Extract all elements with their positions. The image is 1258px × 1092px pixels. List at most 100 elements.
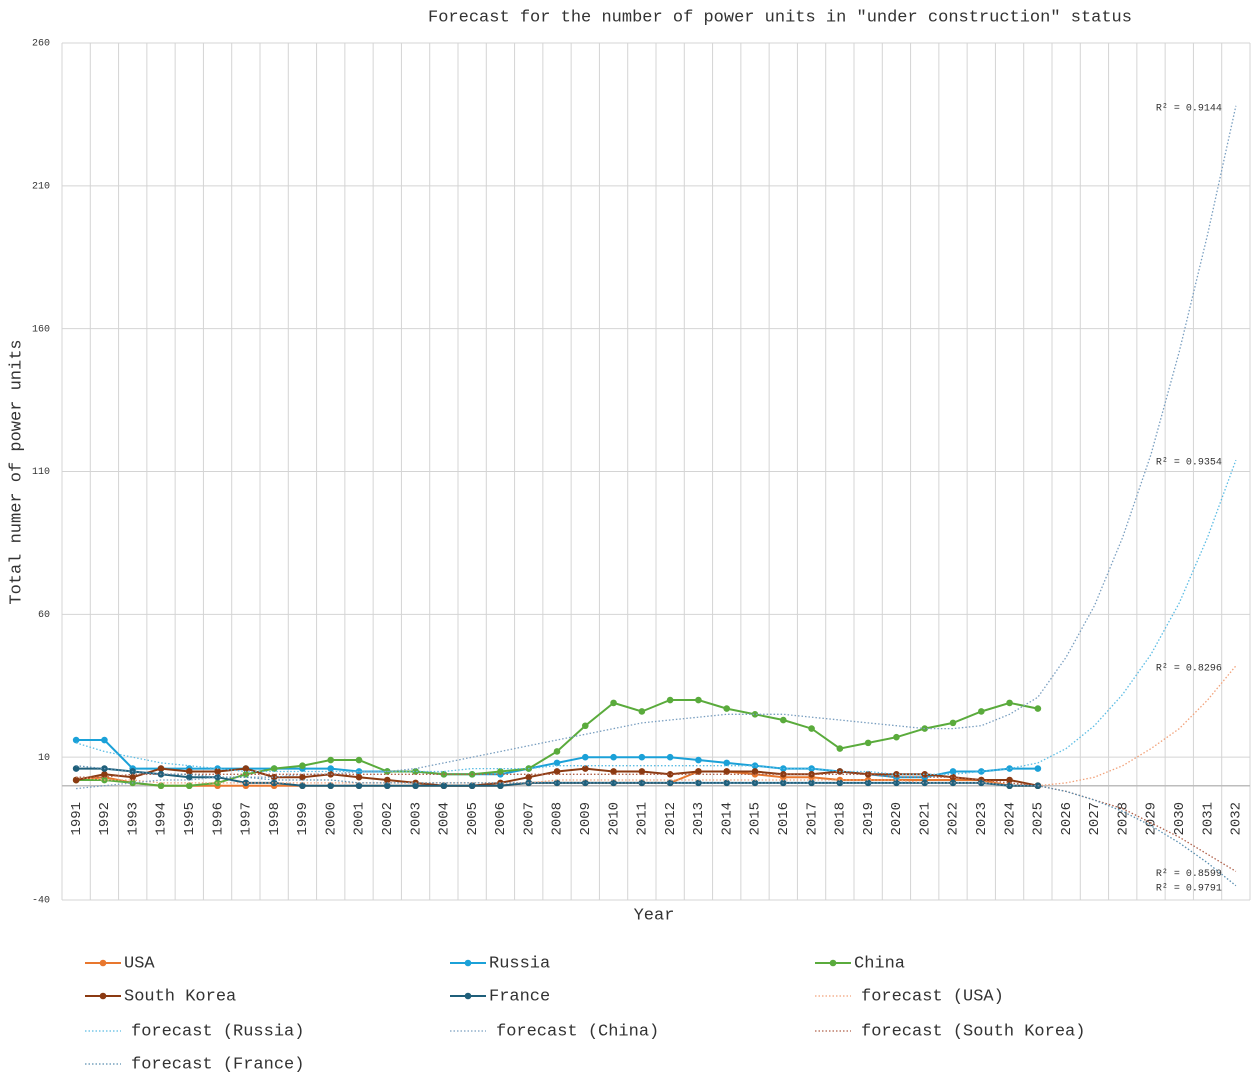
x-tick-label: 1997: [239, 802, 255, 836]
legend-label: Russia: [489, 954, 550, 973]
forecast-line: [76, 665, 1237, 787]
point: [185, 782, 193, 790]
point: [1006, 776, 1013, 784]
x-tick-label: 2010: [606, 802, 622, 836]
point: [695, 756, 702, 764]
point: [327, 756, 335, 764]
legend-marker: [99, 992, 107, 1000]
x-tick-label: 2008: [550, 802, 566, 836]
x-tick-label: 2014: [719, 802, 735, 836]
point: [299, 773, 306, 781]
point: [836, 779, 844, 787]
point: [214, 768, 221, 775]
point: [440, 782, 448, 790]
point: [468, 782, 476, 790]
point: [581, 722, 589, 730]
x-tick-label: 1994: [154, 802, 170, 836]
r2-annotation: R² = 0.9354: [1156, 458, 1222, 469]
point: [525, 773, 533, 781]
legend-label: forecast (USA): [861, 987, 1004, 1006]
legend-label: France: [489, 987, 550, 1006]
point: [383, 782, 391, 790]
x-tick-label: 2015: [748, 802, 764, 836]
point: [72, 736, 80, 744]
point: [921, 779, 929, 787]
x-tick-label: 2026: [1059, 802, 1075, 836]
point: [638, 768, 646, 775]
point: [610, 699, 617, 707]
r2-annotation: R² = 0.9791: [1156, 883, 1222, 894]
point: [553, 759, 561, 767]
forecast-line: [76, 773, 1237, 872]
point: [893, 779, 900, 787]
point: [214, 773, 221, 781]
x-tick-label: 2032: [1229, 802, 1245, 836]
point: [101, 771, 108, 778]
legend-label: China: [854, 954, 905, 973]
x-tick-label: 2028: [1115, 802, 1131, 836]
y-tick-label: 60: [38, 610, 50, 621]
point: [723, 759, 731, 767]
point: [695, 768, 702, 775]
y-tick-label: 210: [32, 181, 50, 192]
point: [610, 768, 617, 775]
x-tick-label: 2020: [889, 802, 905, 836]
x-tick-label: 2009: [578, 802, 594, 836]
point: [581, 779, 589, 787]
point: [977, 779, 985, 787]
x-tick-label: 2012: [663, 802, 679, 836]
point: [157, 782, 165, 790]
x-tick-label: 2002: [380, 802, 396, 836]
point: [299, 762, 306, 770]
point: [185, 773, 193, 781]
point: [751, 711, 759, 718]
x-tick-label: 2005: [465, 802, 481, 836]
r2-annotation: R² = 0.8599: [1156, 869, 1222, 880]
point: [327, 782, 335, 790]
point: [949, 773, 957, 781]
point: [893, 733, 900, 741]
legend-label: forecast (Russia): [131, 1022, 304, 1041]
point: [666, 779, 674, 787]
y-tick-label: 160: [32, 324, 50, 335]
x-tick-label: 1993: [125, 802, 141, 836]
point: [1034, 705, 1042, 712]
chart-title: Forecast for the number of power units i…: [428, 8, 1132, 27]
point: [412, 782, 419, 790]
x-tick-label: 1995: [182, 802, 198, 836]
x-tick-label: 2016: [776, 802, 792, 836]
point: [327, 765, 335, 772]
x-tick-label: 2018: [833, 802, 849, 836]
x-tick-label: 2022: [946, 802, 962, 836]
x-tick-label: 2011: [635, 802, 651, 836]
x-tick-label: 2006: [493, 802, 509, 836]
point: [242, 771, 250, 778]
x-tick-label: 2030: [1172, 802, 1188, 836]
point: [355, 782, 363, 790]
legend-label: forecast (France): [131, 1055, 304, 1074]
x-tick-label: 1991: [69, 802, 85, 836]
legend-marker: [464, 992, 472, 1000]
point: [553, 779, 561, 787]
point: [695, 696, 702, 704]
point: [638, 708, 646, 715]
point: [355, 773, 363, 781]
x-tick-label: 2000: [323, 802, 339, 836]
point: [1006, 782, 1013, 790]
forecast-line: [76, 105, 1237, 790]
point: [299, 782, 306, 790]
point: [977, 708, 985, 715]
point: [185, 768, 193, 775]
forecast-line: [76, 765, 1237, 887]
x-tick-label: 2029: [1144, 802, 1160, 836]
y-tick-label: 260: [32, 39, 50, 50]
point: [553, 748, 561, 755]
x-tick-label: 2025: [1031, 802, 1047, 836]
point: [327, 771, 335, 778]
x-tick-label: 2027: [1087, 802, 1103, 836]
point: [779, 765, 787, 772]
legend-label: South Korea: [124, 987, 236, 1006]
point: [723, 705, 731, 712]
point: [1034, 765, 1042, 772]
